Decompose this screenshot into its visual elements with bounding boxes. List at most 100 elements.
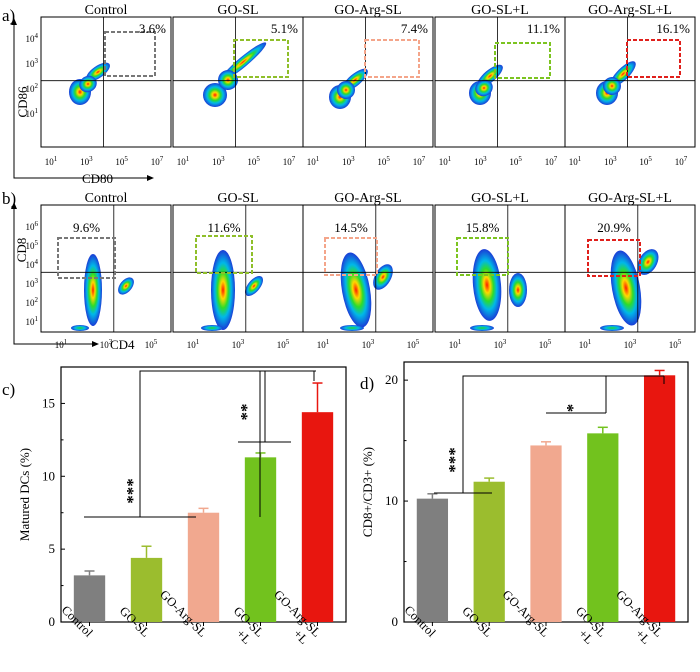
gate-box — [364, 39, 420, 78]
y-tick-label-a-exp: 2 — [35, 82, 39, 90]
x-tick-label-base: 10 — [449, 340, 459, 350]
y-tick-label-a: 104 — [26, 32, 39, 44]
panel-label-b: b) — [2, 189, 16, 208]
y-tick-label-b-exp: 5 — [35, 239, 39, 247]
y-tick-label: 5 — [49, 541, 56, 556]
y-tick-label-b: 103 — [26, 277, 39, 289]
axis-arrow-a — [13, 22, 150, 179]
y-tick-label: 15 — [42, 395, 55, 410]
plot-frame — [564, 16, 696, 148]
x-tick-label-exp: 3 — [633, 338, 637, 346]
flow-plot-b-3: GO-SL+L15.8%101 103 105 — [434, 191, 566, 350]
x-tick-label-exp: 3 — [483, 155, 487, 163]
y-tick-label-b-base: 10 — [26, 317, 36, 327]
x-tick-label-base: 10 — [362, 340, 372, 350]
density-blob — [340, 325, 364, 331]
x-tick-label: 101 — [45, 155, 58, 167]
x-tick-label-base: 10 — [539, 340, 549, 350]
y-tick-label-b: 104 — [26, 258, 39, 270]
gate-percent: 15.8% — [466, 220, 500, 235]
plot-title: GO-Arg-SL+L — [588, 191, 672, 206]
x-tick-label: 105 — [277, 338, 290, 350]
x-tick-label-base: 10 — [277, 340, 287, 350]
x-tick-label-base: 10 — [413, 157, 423, 167]
bar-4 — [301, 412, 334, 622]
density-blob — [79, 75, 97, 93]
y-tick-label-b-exp: 1 — [35, 315, 39, 323]
gate-box — [104, 31, 156, 77]
x-tick-label-exp: 3 — [109, 338, 113, 346]
arrow-head-x-a — [147, 175, 154, 181]
gate-box — [456, 237, 509, 276]
x-tick-label-exp: 3 — [351, 155, 355, 163]
x-tick-label-base: 10 — [639, 157, 649, 167]
x-tick-label-base: 10 — [407, 340, 417, 350]
x-tick-label-base: 10 — [232, 340, 242, 350]
arrow-head-y-b — [11, 202, 17, 209]
x-tick-label: 101 — [187, 338, 200, 350]
y-tick-label-b-base: 10 — [26, 298, 36, 308]
x-tick-label: 103 — [474, 155, 487, 167]
x-tick-label-exp: 7 — [684, 155, 688, 163]
x-tick-label: 105 — [639, 155, 652, 167]
x-tick-label-exp: 5 — [678, 338, 682, 346]
gate-percent: 14.5% — [334, 220, 368, 235]
y-tick-label-b-exp: 3 — [35, 277, 39, 285]
y-tick-label: 0 — [392, 614, 399, 629]
x-tick-label-base: 10 — [115, 157, 125, 167]
x-tick-label-base: 10 — [579, 340, 589, 350]
x-tick-label-base: 10 — [187, 340, 197, 350]
x-tick-label-base: 10 — [494, 340, 504, 350]
density-blob — [475, 79, 493, 97]
y-tick-label-a-base: 10 — [26, 84, 36, 94]
plot-title: GO-SL+L — [471, 3, 529, 18]
significance-marker: *** — [445, 447, 464, 473]
density-blob — [472, 249, 502, 321]
x-tick-label: 105 — [145, 338, 158, 350]
x-tick-label-exp: 7 — [292, 155, 296, 163]
plot-frame — [302, 16, 434, 148]
x-tick-label-base: 10 — [669, 340, 679, 350]
x-tick-label-exp: 3 — [221, 155, 225, 163]
y-tick-label-a: 102 — [26, 82, 39, 94]
y-tick-label-a-base: 10 — [26, 34, 36, 44]
gate-box — [587, 239, 641, 277]
x-tick-label: 105 — [539, 338, 552, 350]
x-tick-label-exp: 1 — [196, 338, 200, 346]
bar-0 — [73, 575, 106, 622]
x-tick-label-base: 10 — [545, 157, 555, 167]
x-tick-label-exp: 5 — [256, 155, 260, 163]
plot-title: GO-SL — [217, 3, 258, 18]
x-tick-label: 105 — [407, 338, 420, 350]
significance-marker: *** — [123, 478, 142, 504]
density-blob — [600, 325, 624, 331]
flow-plot-a-1: GO-SL5.1%101 103 105 107 — [172, 3, 304, 167]
gate-percent: 3.6% — [139, 21, 166, 36]
x-tick-label-base: 10 — [45, 157, 55, 167]
y-tick-label: 10 — [42, 468, 55, 483]
significance-marker: * — [563, 404, 582, 413]
y-tick-label-b-base: 10 — [26, 260, 36, 270]
plot-frame — [434, 204, 566, 333]
x-tick-label-base: 10 — [307, 157, 317, 167]
x-tick-label-base: 10 — [377, 157, 387, 167]
x-tick-label: 103 — [212, 155, 225, 167]
x-tick-label-exp: 1 — [588, 338, 592, 346]
density-blob — [203, 83, 227, 107]
significance-bracket — [139, 370, 316, 517]
x-tick-label: 107 — [151, 155, 164, 167]
plot-frame — [40, 16, 172, 148]
density-blob — [84, 254, 102, 326]
density-blob — [71, 325, 89, 331]
ylabel-a: CD86 — [15, 86, 30, 118]
x-tick-label-exp: 5 — [124, 155, 128, 163]
x-tick-label: 103 — [232, 338, 245, 350]
plot-title: GO-Arg-SL — [334, 3, 401, 18]
y-tick-label: 20 — [385, 372, 398, 387]
x-tick-label-base: 10 — [317, 340, 327, 350]
ylabel-b: CD8 — [14, 238, 29, 263]
x-tick-label: 105 — [115, 155, 128, 167]
x-tick-label-base: 10 — [55, 340, 65, 350]
y-tick-label-a-exp: 1 — [35, 107, 39, 115]
x-tick-label-exp: 1 — [54, 155, 58, 163]
